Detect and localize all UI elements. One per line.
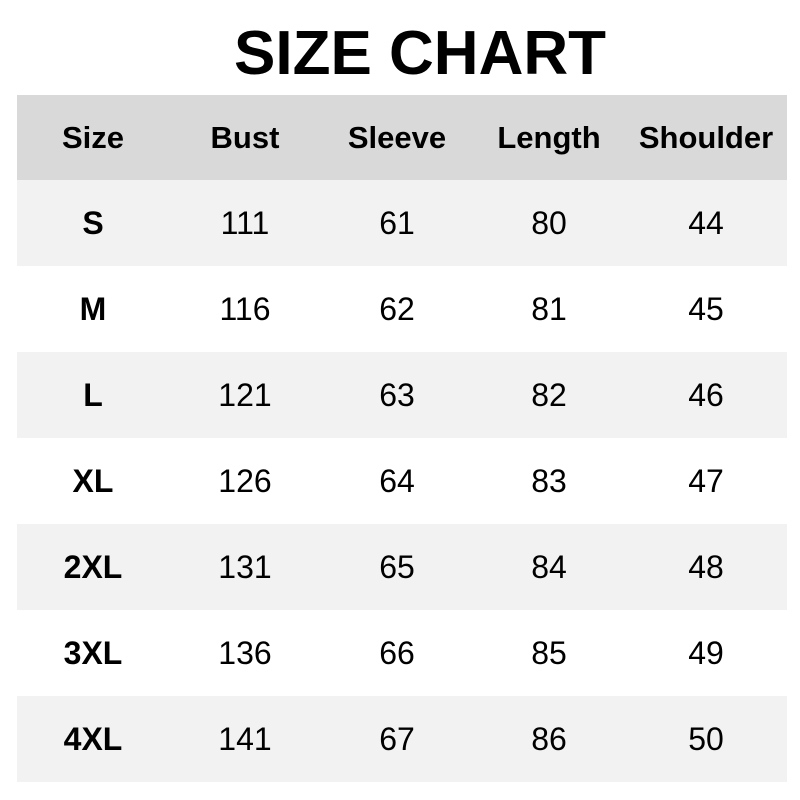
cell-shoulder: 48 [688,548,724,585]
cell-sleeve: 62 [379,290,415,327]
cell-length: 81 [531,290,567,327]
cell-sleeve: 64 [379,462,415,499]
cell-sleeve: 61 [379,204,415,241]
column-header-sleeve: Sleeve [347,119,447,155]
cell-bust: 126 [218,462,272,499]
cell-shoulder: 47 [688,462,724,499]
cell-shoulder: 44 [688,204,724,241]
cell-bust: 121 [218,376,272,413]
cell-sleeve: 66 [379,634,415,671]
cell-bust: 116 [219,290,271,327]
cell-size: M [79,290,107,327]
cell-length: 86 [531,720,567,757]
cell-size: S [82,204,104,241]
column-header-length: Length [497,119,601,155]
size-table: Size Bust Sleeve Length Shoulder S 111 61 80 44 M 1… [17,95,787,782]
cell-length: 82 [531,376,567,413]
table-row: 3XL 136 66 85 49 [17,610,787,696]
table-row: S 111 61 80 44 [17,180,787,266]
cell-sleeve: 65 [379,548,415,585]
cell-length: 85 [531,634,567,671]
cell-length: 83 [531,462,567,499]
column-header-size: Size [61,119,125,155]
cell-length: 84 [531,548,567,585]
table-row: 2XL 131 65 84 48 [17,524,787,610]
table-row: L 121 63 82 46 [17,352,787,438]
chart-title: SIZE CHART [234,19,606,88]
table-header-row: Size Bust Sleeve Length Shoulder [17,95,787,180]
cell-shoulder: 46 [688,376,724,413]
table-row: M 116 62 81 45 [17,266,787,352]
cell-bust: 136 [218,634,272,671]
cell-size: 3XL [63,634,123,671]
cell-size: 2XL [63,548,123,585]
cell-sleeve: 63 [379,376,415,413]
cell-bust: 131 [218,548,272,585]
column-header-shoulder: Shoulder [638,119,774,155]
cell-shoulder: 45 [688,290,724,327]
table-row: 4XL 141 67 86 50 [17,696,787,782]
cell-shoulder: 49 [688,634,724,671]
cell-shoulder: 50 [688,720,724,757]
cell-bust: 111 [220,204,270,241]
cell-bust: 141 [218,720,272,757]
cell-sleeve: 67 [379,720,415,757]
cell-size: XL [72,462,114,499]
cell-size: L [83,376,103,413]
cell-size: 4XL [63,720,123,757]
cell-length: 80 [531,204,567,241]
table-row: XL 126 64 83 47 [17,438,787,524]
column-header-bust: Bust [210,119,280,155]
